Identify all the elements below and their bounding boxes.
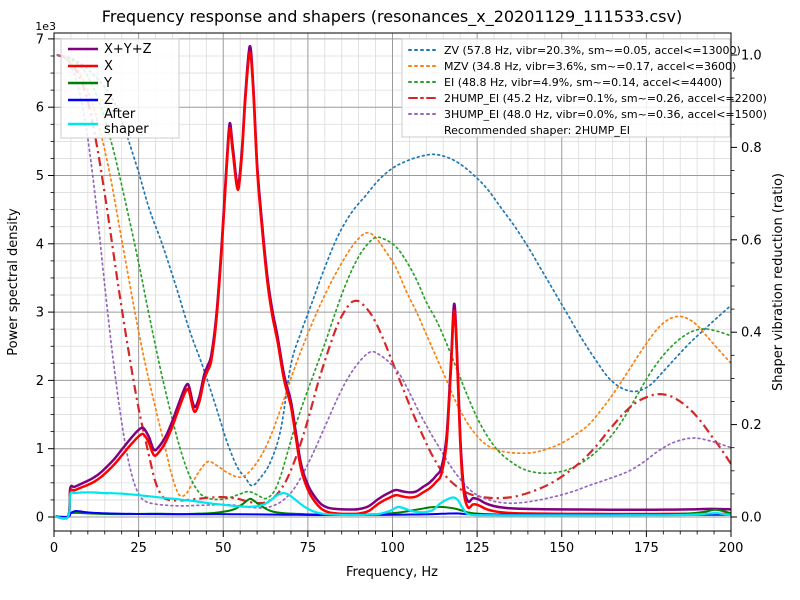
tick-label: 50: [215, 541, 232, 556]
legend-label: After: [104, 107, 136, 122]
legend-label: EI (48.8 Hz, vibr=4.9%, sm~=0.14, accel<…: [444, 76, 722, 89]
legend-label: X: [104, 59, 113, 74]
series-zv: [56, 54, 731, 487]
tick-label: 0.6: [741, 233, 762, 248]
tick-label: 7: [36, 32, 44, 47]
tick-label: 1: [36, 442, 44, 457]
tick-label: 2: [36, 374, 44, 389]
y-axis-right-label: Shaper vibration reduction (ratio): [771, 173, 786, 391]
legend-right: ZV (57.8 Hz, vibr=20.3%, sm~=0.05, accel…: [401, 38, 767, 138]
series-after-shaper: [55, 491, 731, 520]
legend-label: 3HUMP_EI (48.0 Hz, vibr=0.0%, sm~=0.36, …: [444, 108, 767, 121]
series-3hump-ei: [56, 54, 731, 509]
tick-label: 150: [549, 541, 574, 556]
tick-label: 125: [465, 541, 490, 556]
tick-label: 0: [36, 511, 44, 526]
tick-label: 5: [36, 169, 44, 184]
legend-label: MZV (34.8 Hz, vibr=3.6%, sm~=0.17, accel…: [444, 60, 736, 73]
tick-label: 25: [130, 541, 147, 556]
chart-title: Frequency response and shapers (resonanc…: [102, 7, 682, 27]
tick-label: 0: [50, 541, 58, 556]
tick-label: 100: [380, 541, 405, 556]
tick-label: 200: [719, 541, 744, 556]
tick-label: 4: [36, 237, 44, 252]
legend-label: ZV (57.8 Hz, vibr=20.3%, sm~=0.05, accel…: [444, 44, 741, 57]
y-axis-offset-label: 1e3: [35, 20, 56, 33]
tick-label: 0.0: [741, 511, 762, 526]
series-mzv: [56, 54, 731, 498]
tick-label: 1.0: [741, 49, 762, 64]
legend-recommended-shaper: Recommended shaper: 2HUMP_EI: [444, 124, 630, 137]
legend-label: 2HUMP_EI (45.2 Hz, vibr=0.1%, sm~=0.26, …: [444, 92, 767, 105]
data-series: [55, 45, 731, 520]
series-ei: [56, 54, 731, 501]
tick-label: 0.4: [741, 326, 762, 341]
axis-ticks: 0 25 50 75 100 125 150 175 200 0 1 2 3 4 5 6 7 0.0 0.2 0.4 0…: [36, 32, 762, 556]
tick-label: 0.2: [741, 418, 762, 433]
tick-label: 6: [36, 101, 44, 116]
series-2hump-ei: [56, 53, 731, 505]
tick-label: 175: [634, 541, 659, 556]
legend-label: Y: [103, 76, 112, 91]
y-axis-left-label: Power spectral density: [6, 208, 21, 356]
legend-label: Z: [104, 93, 113, 108]
legend-label: X+Y+Z: [104, 42, 152, 57]
legend-label: shaper: [104, 122, 149, 137]
tick-label: 0.8: [741, 141, 762, 156]
series-x: [55, 51, 731, 520]
tick-label: 3: [36, 306, 44, 321]
x-axis-label: Frequency, Hz: [346, 565, 438, 580]
tick-label: 75: [300, 541, 317, 556]
